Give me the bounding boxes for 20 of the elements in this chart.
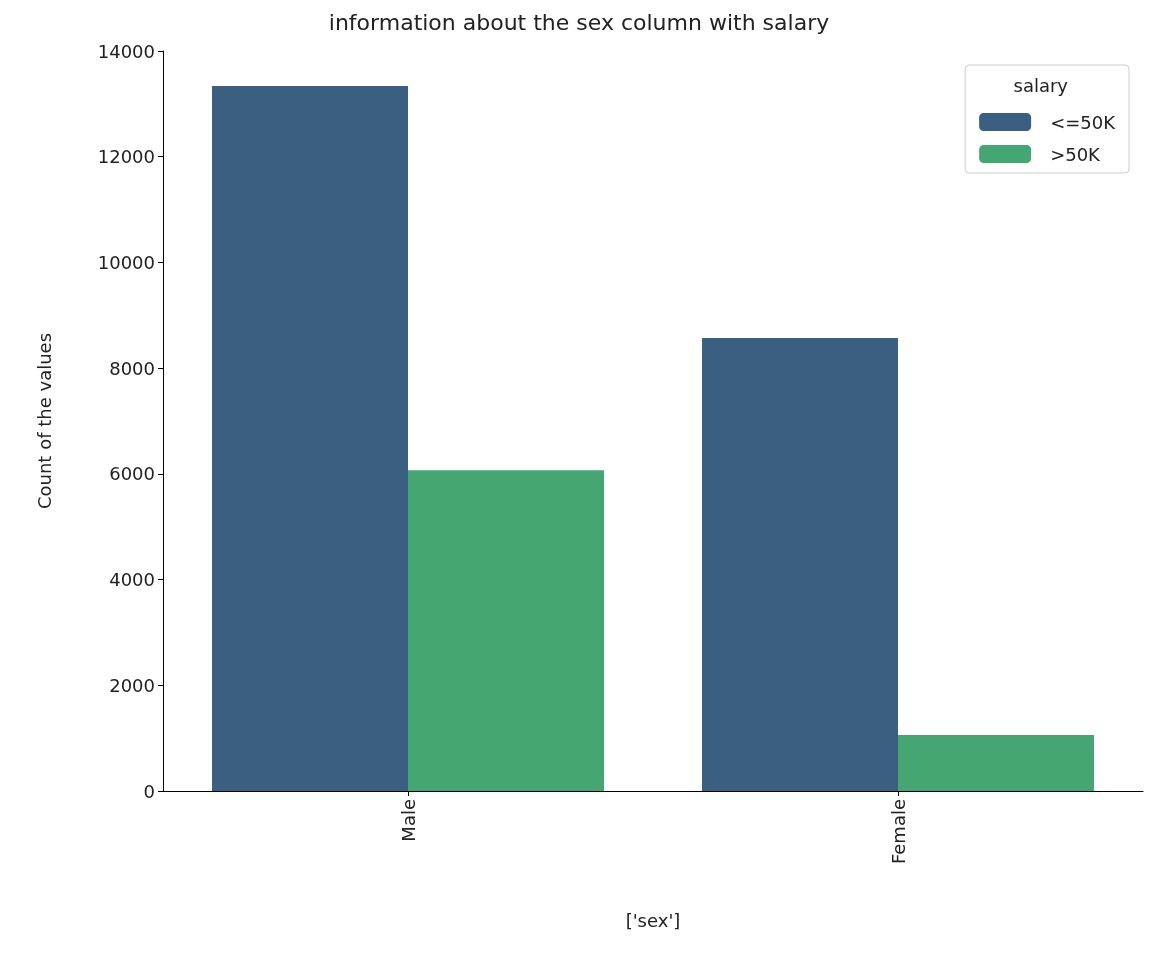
y-tick-label: 6000: [109, 463, 155, 485]
y-tick-label: 4000: [109, 569, 155, 591]
y-tick-label: 14000: [97, 40, 155, 62]
bar: [212, 85, 408, 791]
legend-title: salary: [1013, 74, 1069, 96]
bar: [408, 470, 604, 791]
y-tick-label: 8000: [109, 357, 155, 379]
x-axis-title: ['sex']: [625, 909, 681, 931]
bar: [898, 734, 1094, 791]
x-tick-label: Male: [397, 799, 419, 842]
y-tick-label: 12000: [97, 146, 155, 168]
y-tick-label: 10000: [97, 251, 155, 273]
chart-title: information about the sex column with salary: [328, 9, 830, 35]
y-tick-label: 2000: [109, 674, 155, 696]
bar: [702, 338, 898, 791]
legend-label: <=50K: [1050, 111, 1117, 133]
y-tick-label: 0: [143, 780, 155, 802]
x-tick-label: Female: [887, 799, 909, 865]
y-axis-title: Count of the values: [33, 332, 55, 510]
legend-label: >50K: [1050, 143, 1102, 165]
